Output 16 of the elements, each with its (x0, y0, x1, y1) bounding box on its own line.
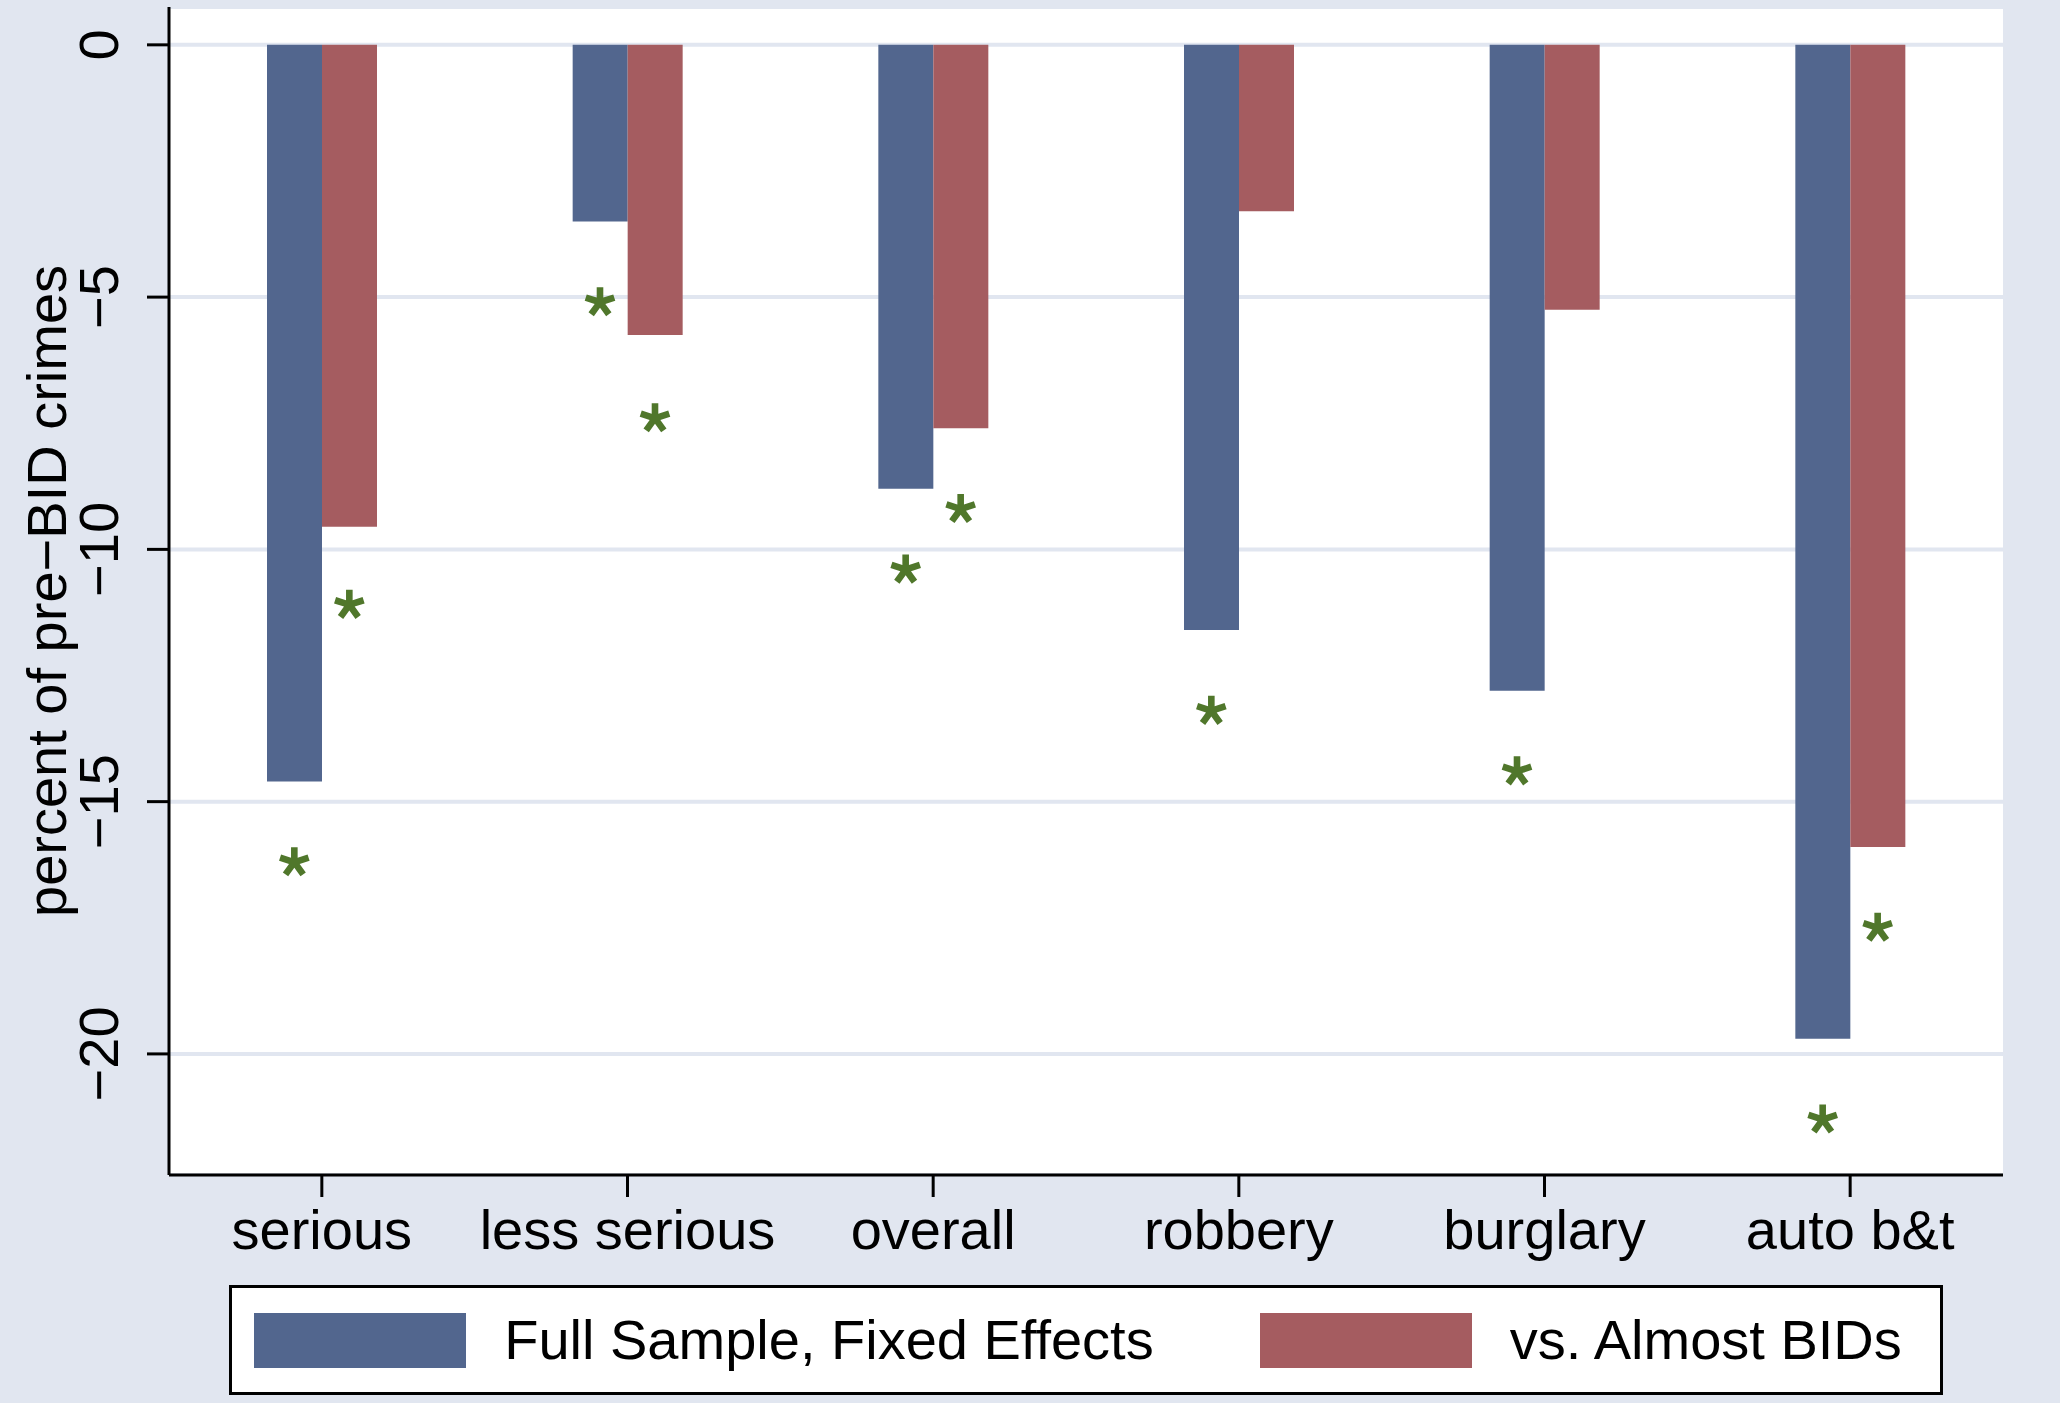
legend-label: vs. Almost BIDs (1509, 1308, 1902, 1371)
point (890, 554, 921, 584)
y-tick-label: 0 (66, 29, 130, 61)
point (1196, 695, 1227, 725)
x-tick-label: robbery (1143, 1197, 1334, 1261)
point (584, 287, 616, 317)
x-tick-label: burglary (1443, 1197, 1646, 1261)
point (1807, 1104, 1838, 1134)
point (279, 847, 310, 877)
x-tick-label: overall (850, 1197, 1016, 1261)
x-tick-label: auto b&t (1745, 1197, 1955, 1261)
y-tick-label: −20 (66, 1006, 130, 1102)
x-tick-label: less serious (479, 1197, 776, 1261)
point (1501, 756, 1533, 786)
legend-label: Full Sample, Fixed Effects (504, 1308, 1154, 1371)
x-tick-label: serious (231, 1197, 413, 1261)
